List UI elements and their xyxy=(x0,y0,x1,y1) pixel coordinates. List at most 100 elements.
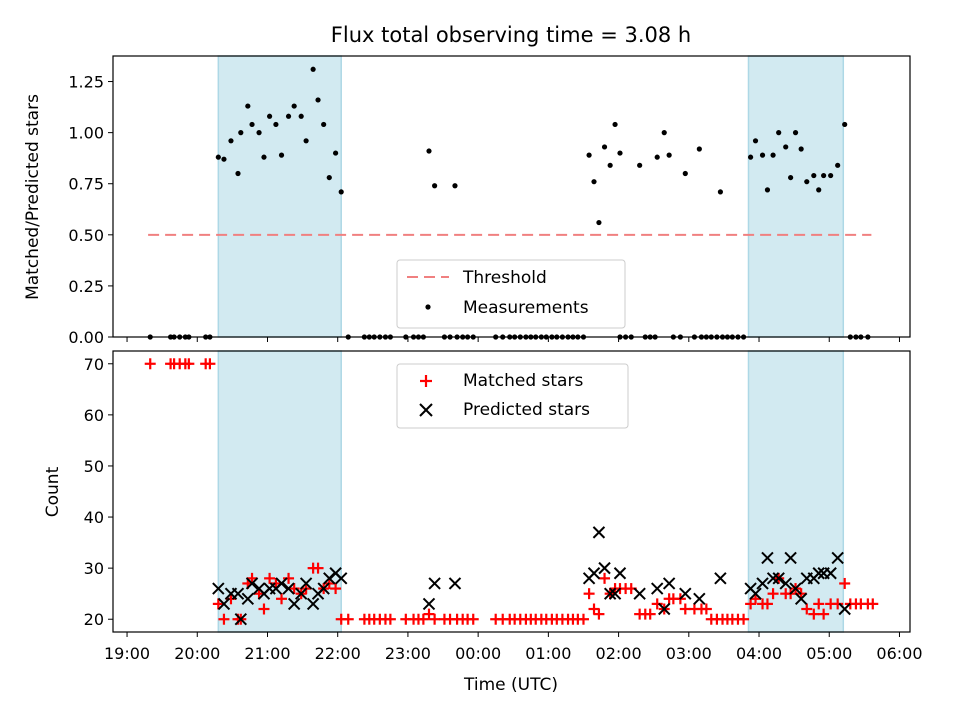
x-tick-label: 20:00 xyxy=(174,644,220,663)
measurement-point xyxy=(788,174,794,181)
measurement-point xyxy=(816,187,822,193)
matched-point xyxy=(577,613,589,625)
predicted-point xyxy=(234,613,248,626)
predicted-point xyxy=(212,582,225,595)
matched-point xyxy=(258,603,270,615)
x-tick-label: 06:00 xyxy=(876,644,922,663)
predicted-point xyxy=(658,602,671,616)
measurement-point xyxy=(828,172,834,179)
predicted-point xyxy=(772,572,785,585)
bottom-legend-box xyxy=(396,363,629,429)
measurement-point xyxy=(682,170,688,177)
measurement-point xyxy=(285,113,292,119)
measurement-point xyxy=(752,138,759,144)
matched-point xyxy=(330,583,342,595)
measurement-point xyxy=(717,189,724,195)
measurement-point xyxy=(666,152,672,158)
top-y-tick-label: 0.00 xyxy=(68,328,104,347)
bottom-y-axis: 20 30 40 50 60 70 xyxy=(84,355,113,629)
predicted-point xyxy=(756,577,769,590)
measurement-point xyxy=(326,174,332,181)
predicted-point xyxy=(749,587,762,600)
legend-matched-label: Matched stars xyxy=(463,371,583,391)
top-shaded-intervals xyxy=(217,55,845,338)
bottom-y-tick-label: 50 xyxy=(84,457,104,476)
predicted-point xyxy=(603,587,617,600)
measurement-point xyxy=(612,121,618,128)
matched-point xyxy=(651,598,663,610)
predicted-point xyxy=(287,597,301,611)
matched-point xyxy=(599,572,611,584)
legend-threshold-label: Threshold xyxy=(462,268,547,288)
predicted-point xyxy=(714,572,727,585)
predicted-point xyxy=(448,577,462,590)
measurement-point xyxy=(798,146,804,152)
matched-point xyxy=(808,608,820,620)
top-y-label: Matched/Predicted stars xyxy=(23,94,43,300)
predicted-point xyxy=(587,567,601,580)
x-tick-label: 01:00 xyxy=(525,644,571,663)
bottom-y-tick-label: 70 xyxy=(84,355,104,374)
bottom-y-tick-label: 40 xyxy=(84,508,104,527)
x-tick-label: 22:00 xyxy=(315,644,361,663)
predicted-point xyxy=(592,526,606,539)
matched-point xyxy=(700,603,712,615)
matched-point xyxy=(588,603,600,615)
legend-measurements-swatch xyxy=(425,304,431,310)
measurement-point xyxy=(278,152,285,158)
measurement-point xyxy=(661,130,667,136)
measurement-point xyxy=(235,170,241,177)
matched-point xyxy=(745,598,757,610)
top-y-axis: 0.00 0.25 0.50 0.75 1.00 1.25 xyxy=(68,73,113,347)
x-tick-label: 04:00 xyxy=(736,644,782,663)
predicted-point xyxy=(608,587,622,600)
measurement-point xyxy=(764,187,771,193)
top-y-tick-label: 0.25 xyxy=(68,277,104,296)
measurement-point xyxy=(452,183,458,189)
measurement-point xyxy=(637,162,643,168)
matched-point xyxy=(467,613,479,625)
matched-point xyxy=(750,593,762,605)
matched-point xyxy=(225,593,237,605)
predicted-point xyxy=(245,577,259,590)
measurement-point xyxy=(596,219,602,226)
predicted-point xyxy=(217,597,231,611)
bottom-y-tick-label: 30 xyxy=(84,559,104,578)
matched-point xyxy=(144,358,156,370)
matched-point xyxy=(288,583,300,595)
bottom-y-tick-label: 60 xyxy=(84,406,104,425)
x-tick-label: 03:00 xyxy=(666,644,712,663)
measurement-point xyxy=(291,103,297,109)
measurement-point xyxy=(221,156,227,162)
measurement-point xyxy=(266,113,273,119)
measurement-point xyxy=(298,113,304,119)
bottom-legend: Matched stars Predicted stars xyxy=(396,363,629,429)
predicted-point xyxy=(831,551,844,565)
matched-point xyxy=(183,358,195,370)
legend-matched-swatch xyxy=(420,375,432,387)
measurement-point xyxy=(245,103,251,109)
measurement-point xyxy=(261,154,267,160)
top-y-tick-label: 1.25 xyxy=(68,73,104,92)
matched-point xyxy=(283,572,295,584)
top-y-tick-label: 0.50 xyxy=(68,226,104,245)
x-tick-label: 23:00 xyxy=(385,644,431,663)
predicted-point xyxy=(679,587,692,600)
matched-point xyxy=(583,588,595,600)
measurement-point xyxy=(835,162,841,168)
predicted-point xyxy=(779,577,792,590)
predicted-point xyxy=(299,577,313,590)
top-y-tick-label: 1.00 xyxy=(68,124,104,143)
x-tick-label: 02:00 xyxy=(596,644,642,663)
predicted-point xyxy=(824,567,837,580)
measurement-point xyxy=(783,144,789,150)
matched-point xyxy=(761,598,773,610)
predicted-point xyxy=(306,597,320,611)
measurement-point xyxy=(821,172,827,179)
measurement-point xyxy=(256,130,262,136)
measurement-point xyxy=(759,152,766,158)
predicted-point xyxy=(613,567,627,580)
measurement-point xyxy=(238,130,244,136)
measurement-point xyxy=(776,130,782,136)
matched-point xyxy=(264,572,276,584)
